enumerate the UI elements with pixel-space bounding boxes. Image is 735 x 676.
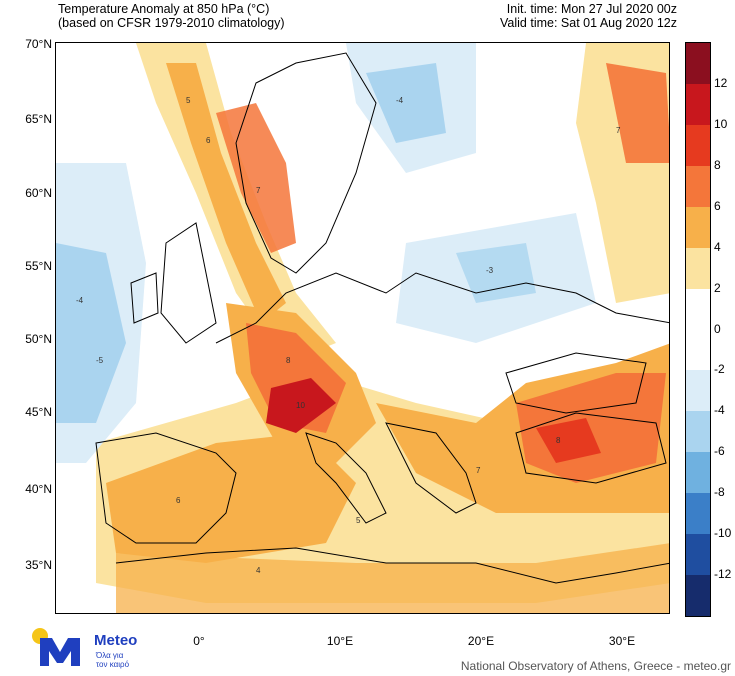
lat-label-35: 35°N — [25, 558, 52, 572]
colorbar-swatch — [686, 370, 710, 412]
colorbar-tick-label: 8 — [714, 157, 721, 172]
colorbar-tick-label: 2 — [714, 280, 721, 295]
svg-text:6: 6 — [206, 136, 211, 145]
coast-western-europe — [215, 272, 669, 344]
svg-text:-3: -3 — [486, 266, 494, 275]
hot-core-alps — [266, 378, 336, 433]
colorbar-tick-label: 0 — [714, 321, 721, 336]
init-time: Init. time: Mon 27 Jul 2020 00z — [506, 2, 677, 16]
lon-label-0: 0° — [193, 634, 205, 648]
title-line-2: (based on CFSR 1979-2010 climatology) — [58, 16, 285, 30]
colorbar-swatch — [686, 534, 710, 575]
colorbar-tick-label: 10 — [714, 116, 728, 131]
colorbar-tick-label: -8 — [714, 485, 725, 500]
coast-iberia — [95, 432, 237, 544]
coast-black-sea — [505, 352, 647, 414]
colorbar-swatch — [686, 43, 710, 84]
coast-north-africa — [115, 547, 669, 584]
map-canvas: 5 6 7 8 10 8 -4 -5 -4 -3 6 5 7 7 4 — [56, 43, 669, 613]
colorbar-swatch — [686, 452, 710, 494]
colorbar-tick-label: 6 — [714, 198, 721, 213]
coast-ireland — [130, 272, 159, 324]
title-line-1: Temperature Anomaly at 850 hPa (°C) — [58, 2, 270, 16]
warm-zone-iberia — [106, 433, 356, 563]
colorbar-tick-label: -10 — [714, 526, 732, 541]
logo-tagline: Όλα για τον καιρό — [96, 651, 129, 669]
svg-text:8: 8 — [286, 356, 291, 365]
colorbar-swatch — [686, 206, 710, 248]
svg-text:5: 5 — [356, 516, 361, 525]
colorbar-swatch — [686, 124, 710, 166]
svg-text:-4: -4 — [396, 96, 404, 105]
colorbar-swatch — [686, 247, 710, 289]
footer-credit: National Observatory of Athens, Greece -… — [460, 659, 731, 673]
svg-text:-5: -5 — [96, 356, 104, 365]
lon-label-30e: 30°E — [608, 634, 636, 648]
colorbar-tick-label: -12 — [714, 567, 732, 582]
colorbar-tick-label: -6 — [714, 444, 725, 459]
meteo-logo-mark — [32, 628, 80, 666]
svg-text:8: 8 — [556, 436, 561, 445]
lat-label-70: 70°N — [25, 37, 52, 51]
time-info: Init. time: Mon 27 Jul 2020 00z Valid ti… — [500, 2, 677, 30]
meteo-logo: Meteo Όλα για τον καιρό — [30, 626, 150, 670]
warm-core-russia — [606, 63, 669, 163]
colorbar-swatch — [686, 574, 710, 616]
logo-tagline-line-2: τον καιρό — [96, 660, 130, 669]
colorbar — [685, 42, 711, 617]
m-glyph-icon — [40, 638, 80, 666]
svg-text:7: 7 — [476, 466, 481, 475]
valid-time: Valid time: Sat 01 Aug 2020 12z — [500, 16, 677, 30]
colorbar-swatch — [686, 165, 710, 207]
lat-label-60: 60°N — [25, 186, 52, 200]
svg-text:-4: -4 — [76, 296, 84, 305]
lon-label-10e: 10°E — [326, 634, 354, 648]
colorbar-swatch — [686, 493, 710, 535]
map-title: Temperature Anomaly at 850 hPa (°C) (bas… — [58, 2, 285, 30]
cool-core-atlantic — [56, 243, 126, 423]
svg-text:10: 10 — [296, 401, 305, 410]
hot-core-turkey — [536, 418, 601, 463]
svg-text:6: 6 — [176, 496, 181, 505]
colorbar-tick-label: 12 — [714, 75, 728, 90]
svg-text:4: 4 — [256, 566, 261, 575]
warm-zone-scandinavia — [216, 103, 296, 253]
coast-balkans — [385, 422, 477, 514]
anomaly-map: 5 6 7 8 10 8 -4 -5 -4 -3 6 5 7 7 4 — [55, 42, 670, 614]
lat-label-45: 45°N — [25, 405, 52, 419]
colorbar-swatch — [686, 411, 710, 453]
lat-label-55: 55°N — [25, 259, 52, 273]
warm-zone-north-africa — [116, 543, 669, 613]
colorbar-swatch — [686, 329, 710, 371]
warm-zone-atlantic-core — [166, 63, 286, 323]
coast-turkey — [515, 412, 667, 484]
lat-label-50: 50°N — [25, 332, 52, 346]
coast-italy — [305, 432, 387, 524]
svg-text:5: 5 — [186, 96, 191, 105]
svg-text:7: 7 — [256, 186, 261, 195]
coast-british-isles — [160, 222, 217, 344]
logo-name: Meteo — [94, 632, 138, 649]
colorbar-tick-label: -2 — [714, 362, 725, 377]
colorbar-tick-label: -4 — [714, 403, 725, 418]
colorbar-swatch — [686, 288, 710, 330]
lon-label-20e: 20°E — [467, 634, 495, 648]
lat-label-65: 65°N — [25, 112, 52, 126]
logo-tagline-line-1: Όλα για — [96, 651, 124, 660]
lat-label-40: 40°N — [25, 482, 52, 496]
colorbar-swatch — [686, 83, 710, 125]
cool-core-baltic — [366, 63, 446, 143]
coast-scandinavia — [235, 52, 377, 274]
colorbar-tick-label: 4 — [714, 239, 721, 254]
cool-core-eastern-europe — [456, 243, 536, 303]
svg-text:7: 7 — [616, 126, 621, 135]
